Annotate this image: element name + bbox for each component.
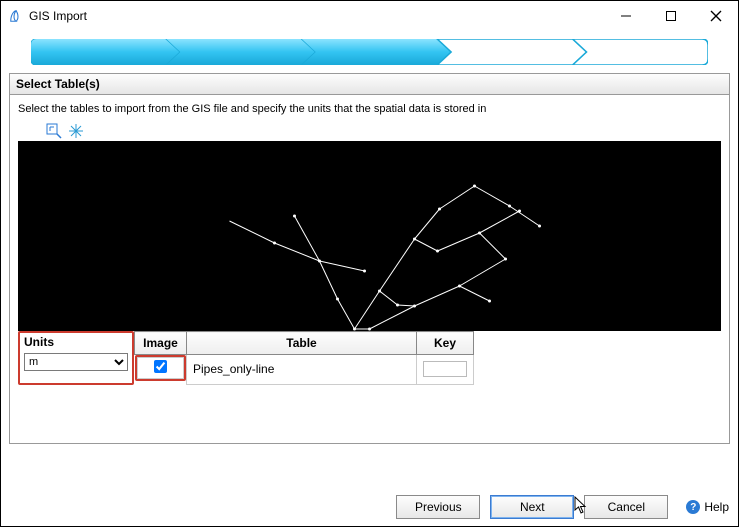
window-title: GIS Import	[29, 9, 603, 23]
col-key-header: Key	[417, 332, 474, 355]
wizard-progress	[31, 39, 708, 65]
panel-instruction: Select the tables to import from the GIS…	[18, 103, 721, 115]
grid-area: Units m Image Table Key	[18, 331, 721, 385]
app-icon	[9, 9, 23, 23]
table-header-row: Image Table Key	[135, 332, 474, 355]
map-preview	[18, 141, 721, 331]
col-image-header: Image	[135, 332, 187, 355]
row-key-input[interactable]	[423, 361, 467, 377]
select-tables-panel: Select Table(s) Select the tables to imp…	[9, 73, 730, 444]
window-buttons	[603, 1, 738, 31]
row-table-name[interactable]: Pipes_only-line	[187, 355, 417, 385]
close-button[interactable]	[693, 1, 738, 31]
row-key-cell[interactable]	[417, 355, 474, 385]
help-label: Help	[704, 500, 729, 514]
table-row: Pipes_only-line	[135, 355, 474, 385]
table-grid-wrapper: Image Table Key Pipes_only-line	[134, 331, 474, 385]
next-button[interactable]: Next	[490, 495, 574, 519]
cancel-button[interactable]: Cancel	[584, 495, 668, 519]
col-table-header: Table	[187, 332, 417, 355]
units-label: Units	[20, 333, 132, 351]
minimize-button[interactable]	[603, 1, 648, 31]
snowflake-icon[interactable]	[68, 123, 84, 139]
previous-button[interactable]: Previous	[396, 495, 480, 519]
panel-header: Select Table(s)	[10, 74, 729, 95]
preview-toolbar	[46, 123, 721, 139]
image-cell-highlight	[135, 355, 187, 381]
maximize-button[interactable]	[648, 1, 693, 31]
title-bar: GIS Import	[1, 1, 738, 31]
wizard-footer: Previous Next Cancel ? Help	[10, 495, 729, 519]
zoom-extents-icon[interactable]	[46, 123, 62, 139]
row-image-checkbox[interactable]	[154, 360, 167, 373]
units-block: Units m	[18, 331, 134, 385]
units-select[interactable]: m	[24, 353, 128, 371]
table-grid: Image Table Key Pipes_only-line	[134, 331, 474, 385]
help-link[interactable]: ? Help	[686, 500, 729, 514]
help-icon: ?	[686, 500, 700, 514]
